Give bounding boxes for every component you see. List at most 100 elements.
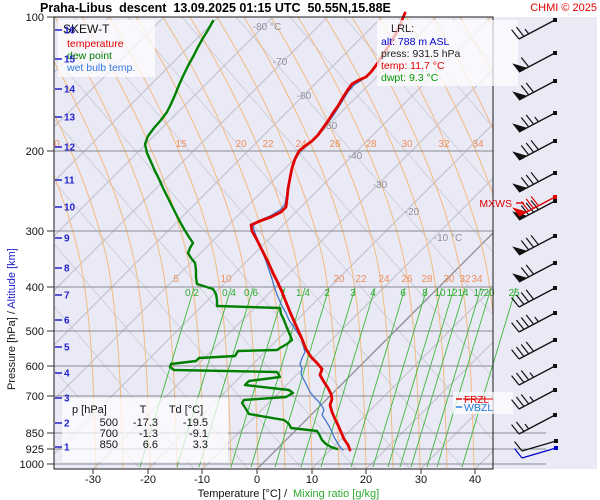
wind-barb-feather xyxy=(515,346,525,357)
table-cell: 3.3 xyxy=(193,439,208,451)
wind-barb-feather xyxy=(511,297,520,308)
wind-barb-pennant xyxy=(512,123,527,132)
y-axis-label-separator: / xyxy=(6,309,18,318)
isotherm-label: -50 xyxy=(323,121,338,132)
mixing-ratio-line xyxy=(387,287,443,468)
altitude-tick-label: 7 xyxy=(64,291,70,302)
mixing-ratio-line xyxy=(230,287,286,468)
mixing-ratio-label: 0.6 xyxy=(244,288,258,299)
wind-barb-feather xyxy=(511,375,520,386)
mixing-ratio-line xyxy=(300,287,356,468)
wind-barb-feather xyxy=(520,205,530,216)
table-cell: -17.3 xyxy=(133,417,158,429)
altitude-tick-label: 13 xyxy=(64,113,76,124)
wind-barb-feather xyxy=(525,114,535,125)
wind-barb-tip-square xyxy=(553,18,557,22)
table-cell: 500 xyxy=(100,417,118,429)
axes-layer: Praha-Libus descent 13.09.2025 01:15 UTC… xyxy=(6,1,597,500)
wind-barb-feather xyxy=(525,142,535,153)
wind-barb xyxy=(512,79,557,101)
dry-adiabat-label: 26 xyxy=(329,139,341,150)
pressure-tick-label: 1000 xyxy=(20,459,44,471)
dry-adiabat-label: 32 xyxy=(459,274,471,285)
isotherm-label: -10 °C xyxy=(434,233,462,244)
isotherm-line xyxy=(54,17,437,401)
mixing-ratio-label: 0.2 xyxy=(185,288,199,299)
mixing-ratio-label: 4 xyxy=(370,288,376,299)
wbzl-chip xyxy=(453,392,513,414)
moist-adiabat-line xyxy=(54,306,195,469)
legend-item-dew-point: dew point xyxy=(67,50,112,62)
wind-barb-feather xyxy=(515,372,525,383)
lrl-dewpoint: dwpt: 9.3 °C xyxy=(381,72,439,84)
dry-adiabat-label: 0 xyxy=(54,139,60,150)
wind-barb xyxy=(512,234,557,256)
moist-adiabat-line xyxy=(181,17,493,379)
mixing-ratio-line xyxy=(410,287,466,468)
temperature-tick-label: 10 xyxy=(306,474,318,486)
pressure-tick-label: 200 xyxy=(26,146,44,158)
moist-adiabat-line xyxy=(343,17,493,191)
temperature-tick-label: -10 xyxy=(194,474,210,486)
table-header-pressure: p [hPa] xyxy=(72,404,107,416)
dry-adiabat-label: 24 xyxy=(295,139,307,150)
wind-barb xyxy=(514,439,558,452)
temperature-curve xyxy=(249,11,407,452)
moist-adiabat-line xyxy=(54,368,141,469)
wind-barb-feather xyxy=(515,319,525,330)
y-axis-label-pressure: Pressure [hPa] xyxy=(6,317,18,390)
legend-item-wet-bulb: wet bulb temp. xyxy=(66,62,135,74)
dry-adiabat-label: 24 xyxy=(378,274,390,285)
lrl-pressure: press: 931.5 hPa xyxy=(381,48,461,60)
mixing-ratio-label: 12 xyxy=(446,288,458,299)
mixing-ratio-line xyxy=(461,287,517,468)
wind-barb-feather xyxy=(520,145,530,156)
dry-adiabat-line xyxy=(324,17,448,469)
wind-barb-half-feather xyxy=(524,28,530,35)
wind-barb-tip-square xyxy=(553,51,557,55)
mixing-ratio-label: 2 xyxy=(324,288,330,299)
mixing-ratio-line xyxy=(274,287,330,468)
wind-barb-feather xyxy=(520,177,530,188)
wind-barb-feather xyxy=(520,201,530,212)
wind-barb-staff xyxy=(521,447,557,459)
dry-adiabat-label: 22 xyxy=(262,139,274,150)
pressure-tick-label: 100 xyxy=(26,12,44,24)
wind-barb-feather xyxy=(530,195,539,207)
wind-barb-staff xyxy=(521,440,557,452)
altitude-tick-label: 3 xyxy=(64,394,70,405)
wind-barb-tip-square xyxy=(553,79,557,83)
mixing-ratio-label: 0.4 xyxy=(222,288,236,299)
dry-adiabat-line xyxy=(189,17,313,469)
mixing-ratio-label: 14 xyxy=(457,288,469,299)
wind-barb-tip-square xyxy=(553,199,557,203)
wind-barb-feather xyxy=(530,171,539,183)
wind-barb-tip-square xyxy=(553,338,557,342)
wind-barb-feather xyxy=(520,344,530,355)
wind-barb-feather xyxy=(525,341,535,352)
legend: SKEW-T temperature dew point wet bulb te… xyxy=(58,20,155,77)
temperature-tick-label: 30 xyxy=(415,474,427,486)
wind-barb xyxy=(512,199,557,221)
dry-adiabat-label: 26 xyxy=(401,274,413,285)
altitude-tick-label: 16 xyxy=(64,26,76,37)
wind-barb-tip-square xyxy=(553,171,557,175)
wind-barb xyxy=(511,286,557,308)
x-axis-label-mixing-ratio: Mixing ratio [g/kg] xyxy=(293,488,379,500)
dry-adiabat-line xyxy=(216,17,340,469)
pressure-tick-label: 500 xyxy=(26,326,44,338)
wind-barb-staff xyxy=(518,19,556,40)
wind-barb-pennant xyxy=(512,183,527,192)
table-cell: 6.6 xyxy=(143,439,158,451)
isotherm-label: -80 °C xyxy=(253,22,281,33)
moist-adiabat-line xyxy=(54,180,303,469)
temperature-tick-label: 20 xyxy=(360,474,372,486)
wind-barb xyxy=(514,446,558,459)
wind-barb-feather xyxy=(525,174,535,185)
table-header-td: Td [°C] xyxy=(169,404,203,416)
isotherm-label: -30 xyxy=(373,180,388,191)
table-cell: -1.3 xyxy=(139,428,158,440)
dry-adiabat-line xyxy=(54,112,124,469)
wind-barb-tip-square xyxy=(553,311,557,315)
